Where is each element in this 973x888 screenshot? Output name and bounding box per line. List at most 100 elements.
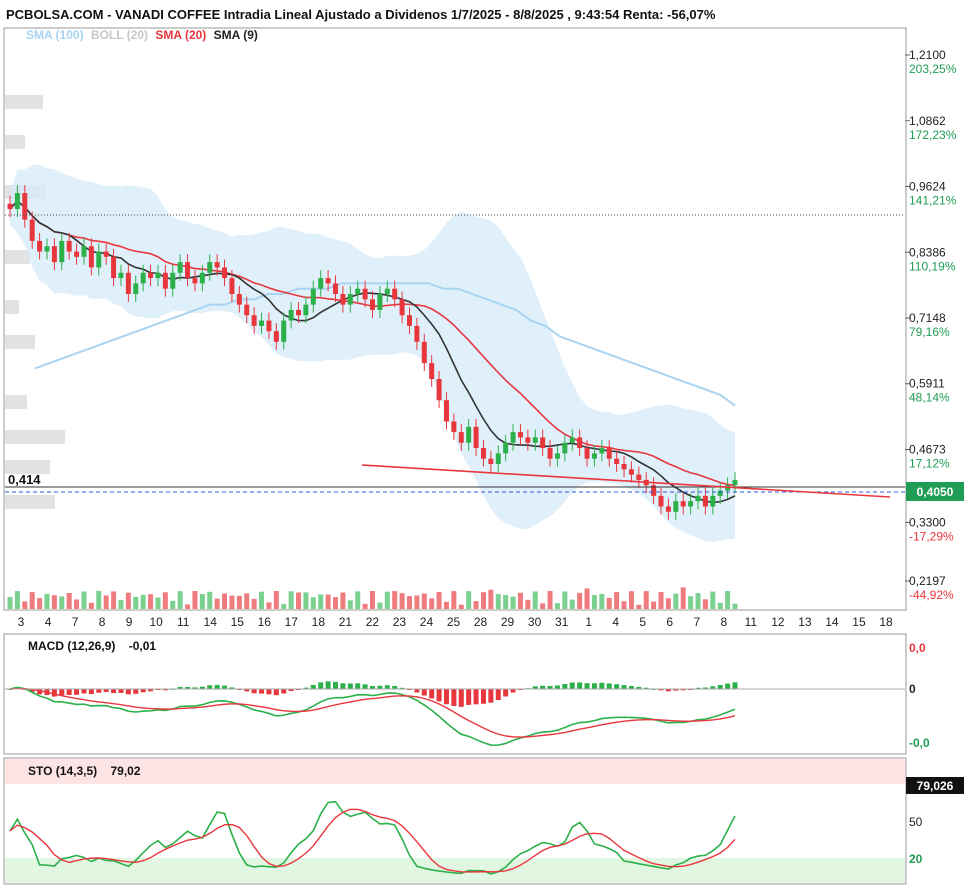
volume-bar xyxy=(480,592,486,609)
trend-line[interactable] xyxy=(361,464,891,498)
macd-hist-bar xyxy=(480,689,486,704)
macd-hist-bar xyxy=(111,689,117,694)
x-tick-label: 22 xyxy=(366,615,380,629)
macd-hist-bar xyxy=(88,689,94,695)
candle-body xyxy=(540,437,546,449)
candle-body xyxy=(281,320,287,342)
candle-body xyxy=(577,437,583,449)
volume-bar xyxy=(384,591,390,609)
volume-bar xyxy=(392,591,398,609)
pct-tick-label: 141,21% xyxy=(909,194,957,208)
macd-hist-bar xyxy=(510,689,516,693)
macd-hist-bar xyxy=(473,689,479,705)
macd-axis-zero: 0 xyxy=(909,682,916,696)
candle-body xyxy=(88,246,94,268)
macd-hist-bar xyxy=(259,689,265,694)
macd-hist-bar xyxy=(74,689,80,695)
volume-bar xyxy=(281,604,287,609)
x-tick-label: 3 xyxy=(18,615,25,629)
pct-tick-label: 203,25% xyxy=(909,62,957,76)
macd-hist-bar xyxy=(148,689,154,692)
x-tick-label: 15 xyxy=(852,615,866,629)
candle-body xyxy=(111,256,117,279)
candle-body xyxy=(606,448,612,459)
macd-hist-bar xyxy=(199,686,205,689)
macd-hist-bar xyxy=(577,682,583,689)
volume-bar xyxy=(436,591,442,609)
candle-body xyxy=(222,267,228,279)
legend-sma20: SMA (20) xyxy=(155,28,206,42)
volume-bar xyxy=(688,596,694,609)
macd-hist-bar xyxy=(303,687,309,689)
candle-body xyxy=(266,320,272,332)
macd-hist-bar xyxy=(732,682,738,689)
macd-hist-bar xyxy=(554,685,560,689)
macd-hist-bar xyxy=(665,689,671,692)
macd-hist-bar xyxy=(37,689,43,695)
candle-body xyxy=(517,432,523,438)
macd-hist-bar xyxy=(621,685,627,689)
candle-body xyxy=(599,448,605,454)
volume-bar xyxy=(562,591,568,609)
volume-bar xyxy=(421,593,427,609)
volume-bar xyxy=(29,592,35,609)
macd-hist-bar xyxy=(569,682,575,689)
candle-body xyxy=(636,474,642,480)
candle-body xyxy=(688,501,694,507)
x-tick-label: 8 xyxy=(99,615,106,629)
candle-body xyxy=(229,278,235,295)
candle-body xyxy=(74,251,80,257)
volume-bar xyxy=(155,597,161,609)
candle-body xyxy=(199,272,205,284)
candle-body xyxy=(532,437,538,443)
volume-bar xyxy=(540,603,546,609)
macd-hist-bar xyxy=(266,689,272,695)
volume-bar xyxy=(643,591,649,609)
candle-body xyxy=(310,288,316,305)
volume-bar xyxy=(74,599,80,609)
volume-bar xyxy=(44,593,50,609)
volume-bar xyxy=(569,599,575,609)
macd-hist-bar xyxy=(125,689,131,695)
price-tick-label: 0,2197 xyxy=(909,574,946,588)
x-tick-label: 14 xyxy=(825,615,839,629)
profile-bar xyxy=(5,335,35,349)
candle-body xyxy=(125,272,131,295)
candle-body xyxy=(702,495,708,507)
profile-bar xyxy=(5,95,43,109)
volume-bar xyxy=(81,591,87,609)
current-price-badge xyxy=(906,482,964,501)
x-tick-label: 15 xyxy=(231,615,245,629)
volume-bar xyxy=(606,597,612,609)
volume-bar xyxy=(111,591,117,609)
sto-plot xyxy=(9,800,736,875)
macd-hist-bar xyxy=(562,683,568,689)
candle-body xyxy=(96,251,102,268)
candle-body xyxy=(510,432,516,443)
price-tick-label: 0,5911 xyxy=(909,377,945,391)
candle-body xyxy=(140,272,146,284)
volume-bar xyxy=(591,595,597,609)
candle-body xyxy=(732,479,738,486)
volume-bar xyxy=(377,602,383,609)
volume-bar xyxy=(22,601,28,609)
macd-hist-bar xyxy=(66,689,72,695)
macd-hist-bar xyxy=(133,689,139,694)
volume-bar xyxy=(192,591,198,609)
bollinger-band xyxy=(10,164,735,543)
candle-body xyxy=(155,272,161,279)
candle-body xyxy=(362,288,368,300)
candlesticks xyxy=(7,185,738,520)
candle-body xyxy=(370,299,375,310)
candle-body xyxy=(148,272,154,279)
candle-body xyxy=(695,495,701,502)
legend-boll20: BOLL (20) xyxy=(91,28,148,42)
macd-hist-bar xyxy=(628,686,634,689)
x-tick-label: 4 xyxy=(612,615,619,629)
macd-hist-bar xyxy=(51,689,57,697)
profile-bar xyxy=(5,395,27,409)
x-tick-label: 13 xyxy=(798,615,812,629)
sto-axis-50: 50 xyxy=(909,815,923,829)
x-tick-label: 25 xyxy=(447,615,461,629)
candle-body xyxy=(436,379,442,401)
